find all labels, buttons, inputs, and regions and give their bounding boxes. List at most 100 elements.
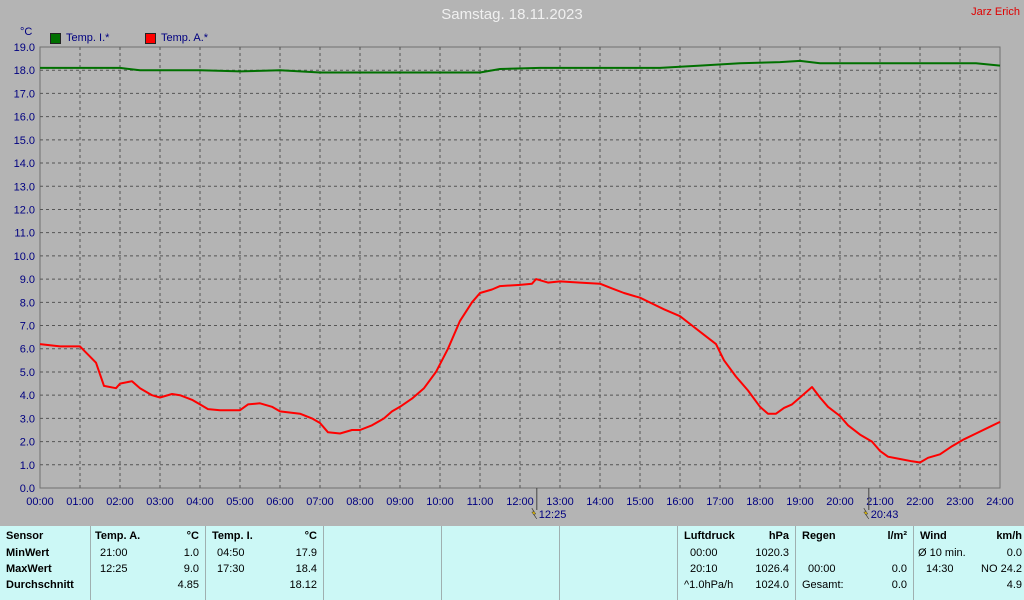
x-tick-label: 19:00	[786, 496, 814, 508]
y-tick-label: 18.0	[14, 65, 35, 77]
y-tick-label: 1.0	[20, 460, 35, 472]
x-tick-label: 17:00	[706, 496, 734, 508]
temp-i-max-time: 17:30	[217, 563, 245, 575]
row-label-avg: Durchschnitt	[6, 579, 74, 591]
author-label: Jarz Erich	[971, 6, 1020, 18]
series-line-temp-i	[40, 59, 1001, 74]
stats-table: Sensor MinWert MaxWert Durchschnitt Temp…	[0, 526, 1024, 600]
pressure-trend: ^1.0hPa/h	[684, 579, 734, 591]
temp-a-avg-value: 4.85	[177, 579, 199, 591]
y-tick-label: 15.0	[14, 135, 35, 147]
x-tick-label: 23:00	[946, 496, 974, 508]
y-tick-label: 10.0	[14, 251, 35, 263]
temp-a-max-value: 9.0	[183, 563, 199, 575]
lightning-icon	[531, 507, 538, 520]
rain-total-value: 0.0	[891, 579, 907, 591]
y-tick-label: 3.0	[20, 413, 35, 425]
rain-unit: l/m²	[887, 530, 907, 542]
temperature-chart: 0.0 1.0 2.0 3.0 4.0 5.0 6.0 7.0 8.0 9.0 10.0 11.0 12…	[14, 42, 1014, 521]
rain-max-value: 0.0	[891, 563, 907, 575]
temp-a-min-value: 1.0	[183, 547, 199, 559]
col-empty-2	[442, 526, 560, 600]
y-tick-label: 11.0	[14, 228, 35, 240]
temp-a-max-time: 12:25	[100, 563, 128, 575]
temp-a-header: Temp. A.	[95, 530, 141, 542]
x-tick-label: 20:00	[826, 496, 854, 508]
pressure-avg-value: 1024.0	[755, 579, 789, 591]
pressure-min-value: 1020.3	[755, 547, 789, 559]
y-tick-label: 17.0	[14, 88, 35, 100]
x-tick-label: 10:00	[426, 496, 454, 508]
x-tick-label: 05:00	[226, 496, 254, 508]
y-tick-label: 7.0	[20, 321, 35, 333]
legend-label-temp-a: Temp. A.*	[161, 32, 209, 44]
grid	[40, 47, 1000, 488]
chart-area: 0.0 1.0 2.0 3.0 4.0 5.0 6.0 7.0 8.0 9.0 10.0 11.0 12…	[0, 0, 1024, 526]
col-empty-1	[324, 526, 442, 600]
x-tick-label: 12:00	[506, 496, 534, 508]
col-wind: Wind km/h Ø 10 min. 0.0 14:30 NO 24.2 4.9	[914, 526, 1024, 600]
col-temp-a: Temp. A. °C 21:00 1.0 12:25 9.0 4.85	[91, 526, 206, 600]
wind-max-value: NO 24.2	[981, 563, 1022, 575]
x-tick-label: 06:00	[266, 496, 294, 508]
temp-i-avg-value: 18.12	[289, 579, 317, 591]
y-tick-label: 14.0	[14, 158, 35, 170]
temp-i-max-value: 18.4	[295, 563, 317, 575]
chart-title: Samstag. 18.11.2023	[441, 6, 583, 23]
x-tick-label: 01:00	[66, 496, 94, 508]
legend-item-temp-i: Temp. I.*	[50, 32, 109, 44]
wind-header: Wind	[920, 530, 947, 542]
col-rain: Regen l/m² 00:00 0.0 Gesamt: 0.0	[796, 526, 914, 600]
row-label-min: MinWert	[6, 547, 50, 559]
x-tick-label: 03:00	[146, 496, 174, 508]
legend-item-temp-a: Temp. A.*	[145, 32, 208, 44]
wind-max-time: 14:30	[926, 563, 954, 575]
x-tick-label: 04:00	[186, 496, 214, 508]
y-tick-label: 9.0	[20, 274, 35, 286]
y-axis-unit: °C	[20, 26, 33, 38]
col-pressure: Luftdruck hPa 00:00 1020.3 20:10 1026.4 ^1.…	[678, 526, 796, 600]
series-line-temp-a	[39, 278, 1001, 464]
rain-total-label: Gesamt:	[802, 579, 844, 591]
pressure-max-value: 1026.4	[755, 563, 789, 575]
rain-header: Regen	[802, 530, 836, 542]
row-label-max: MaxWert	[6, 563, 52, 575]
temp-i-header: Temp. I.	[212, 530, 253, 542]
x-tick-label: 21:00	[866, 496, 894, 508]
temp-a-min-time: 21:00	[100, 547, 128, 559]
wind-avg-value: 0.0	[1006, 547, 1022, 559]
wind-unit: km/h	[996, 530, 1022, 542]
temp-i-min-time: 04:50	[217, 547, 245, 559]
x-tick-label: 22:00	[906, 496, 934, 508]
pressure-header: Luftdruck	[684, 530, 735, 542]
y-tick-label: 0.0	[20, 483, 35, 495]
x-tick-label: 14:00	[586, 496, 614, 508]
temp-i-unit: °C	[304, 530, 317, 542]
col-empty-3	[560, 526, 678, 600]
legend-label-temp-i: Temp. I.*	[66, 32, 110, 44]
lightning-icon	[863, 507, 870, 520]
col-temp-i: Temp. I. °C 04:50 17.9 17:30 18.4 18.12	[206, 526, 324, 600]
temp-a-unit: °C	[186, 530, 199, 542]
x-tick-label: 09:00	[386, 496, 414, 508]
x-tick-label: 13:00	[546, 496, 574, 508]
y-tick-label: 16.0	[14, 112, 35, 124]
x-tick-label: 07:00	[306, 496, 334, 508]
pressure-unit: hPa	[768, 530, 789, 542]
x-tick-label: 02:00	[106, 496, 134, 508]
y-tick-label: 13.0	[14, 181, 35, 193]
x-tick-label: 08:00	[346, 496, 374, 508]
legend-swatch-temp-a	[145, 32, 156, 44]
x-tick-label: 18:00	[746, 496, 774, 508]
x-tick-label: 16:00	[666, 496, 694, 508]
x-tick-label: 00:00	[26, 496, 54, 508]
x-tick-label: 15:00	[626, 496, 654, 508]
pressure-min-time: 00:00	[690, 547, 718, 559]
pressure-max-time: 20:10	[690, 563, 718, 575]
x-tick-label: 11:00	[467, 496, 494, 508]
wind-avg-label: Ø 10 min.	[918, 547, 966, 559]
col-sensor: Sensor MinWert MaxWert Durchschnitt	[0, 526, 91, 600]
legend-swatch-temp-i	[50, 32, 61, 44]
y-tick-label: 2.0	[20, 437, 35, 449]
wind-day-value: 4.9	[1006, 579, 1022, 591]
